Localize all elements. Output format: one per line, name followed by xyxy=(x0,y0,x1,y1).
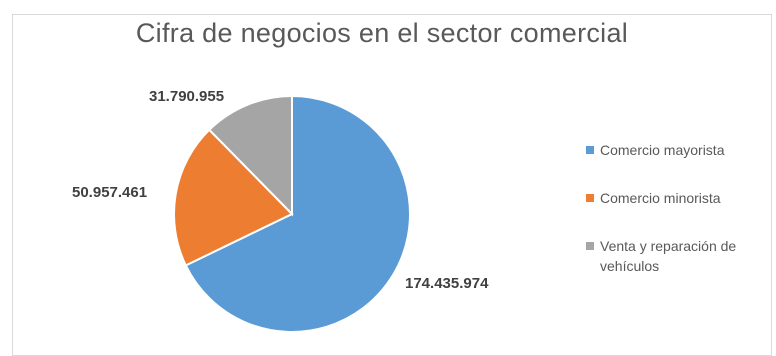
data-label-venta-reparacion: 31.790.955 xyxy=(149,88,225,105)
legend-item-comercio-minorista: Comercio minorista xyxy=(586,188,776,208)
legend-swatch-icon xyxy=(586,194,594,202)
legend-swatch-icon xyxy=(586,242,594,250)
legend-item-comercio-mayorista: Comercio mayorista xyxy=(586,140,776,160)
chart-legend: Comercio mayorista Comercio minorista Ve… xyxy=(586,140,776,304)
slice-venta-reparacion xyxy=(207,94,293,217)
legend-label: Comercio mayorista xyxy=(600,142,725,158)
legend-item-venta-reparacion: Venta y reparación de vehículos xyxy=(586,236,776,276)
chart-title: Cifra de negocios en el sector comercial xyxy=(135,18,629,48)
slice-comercio-mayorista xyxy=(184,94,411,333)
data-label-comercio-mayorista: 174.435.974 xyxy=(405,275,489,292)
legend-swatch-icon xyxy=(586,146,594,154)
legend-label: Comercio minorista xyxy=(600,190,721,206)
data-label-comercio-minorista: 50.957.461 xyxy=(72,184,148,201)
legend-label: Venta y reparación de vehículos xyxy=(600,238,737,274)
slice-comercio-minorista xyxy=(173,128,294,267)
